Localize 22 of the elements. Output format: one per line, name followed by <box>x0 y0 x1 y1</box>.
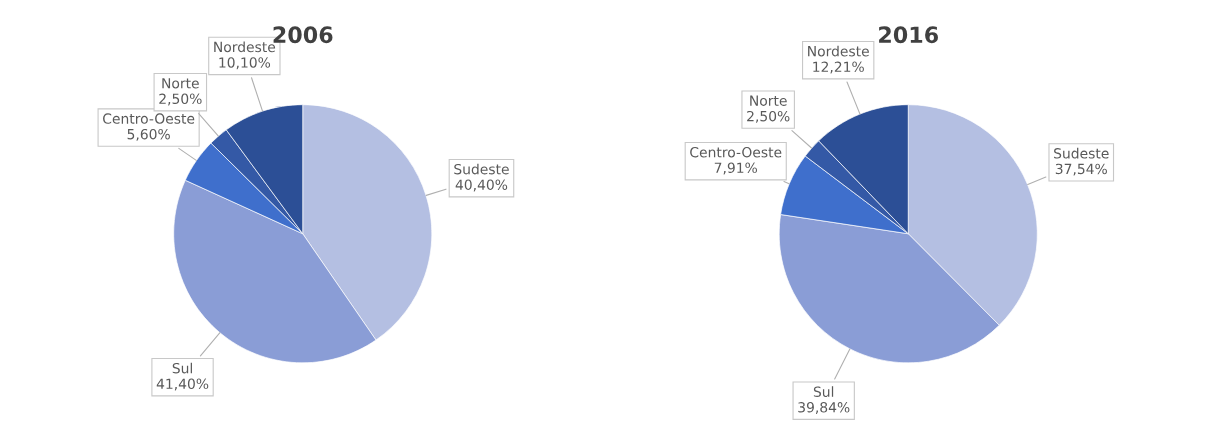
data-label: 7,91% <box>714 162 758 175</box>
data-label: 40,40% <box>455 179 508 192</box>
slice-label: Nordeste <box>214 41 276 53</box>
slice-label: Sudeste <box>1054 147 1109 159</box>
chart-title: 2016 <box>879 26 938 44</box>
data-label: 41,40% <box>156 378 209 391</box>
data-label: 12,21% <box>813 61 864 74</box>
slice-label: Sudeste <box>454 163 509 175</box>
data-label: 2,50% <box>159 93 202 106</box>
slice-label: Norte <box>750 95 787 106</box>
slice-label: Centro-Oeste <box>103 113 195 124</box>
slice-label: Centro-Oeste <box>690 146 782 158</box>
data-label: 5,60% <box>127 128 170 141</box>
data-label: 2,50% <box>747 110 790 123</box>
data-label: 37,54% <box>1055 163 1107 176</box>
slice-label: Sul <box>172 362 192 374</box>
slice-label: Sul <box>813 386 834 397</box>
data-label: 10,10% <box>219 57 271 70</box>
slice-label: Nordeste <box>808 45 869 57</box>
slice-label: Norte <box>162 78 199 89</box>
data-label: 39,84% <box>798 402 850 414</box>
chart-title: 2006 <box>273 26 333 44</box>
